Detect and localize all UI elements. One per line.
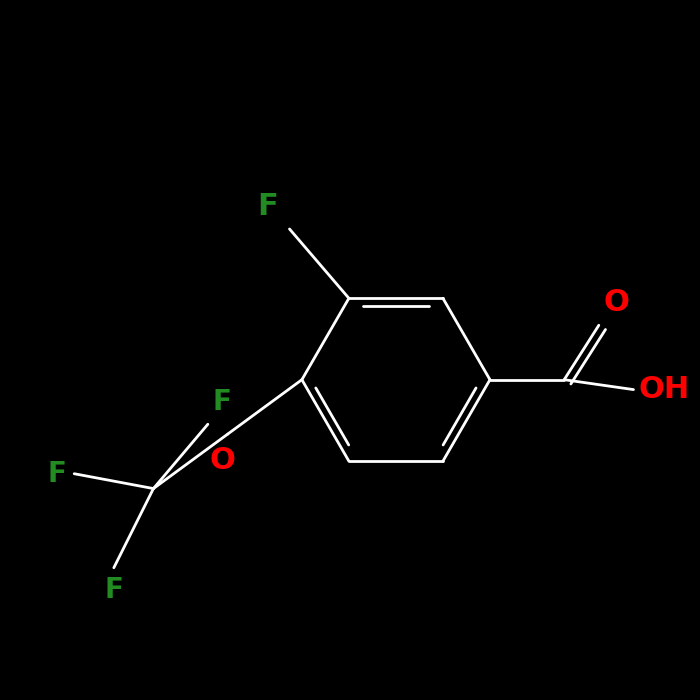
Text: F: F [257,192,278,221]
Text: F: F [213,389,232,416]
Text: OH: OH [638,375,690,404]
Text: O: O [210,446,236,475]
Text: O: O [604,288,629,317]
Text: F: F [48,460,66,488]
Text: F: F [104,575,123,603]
